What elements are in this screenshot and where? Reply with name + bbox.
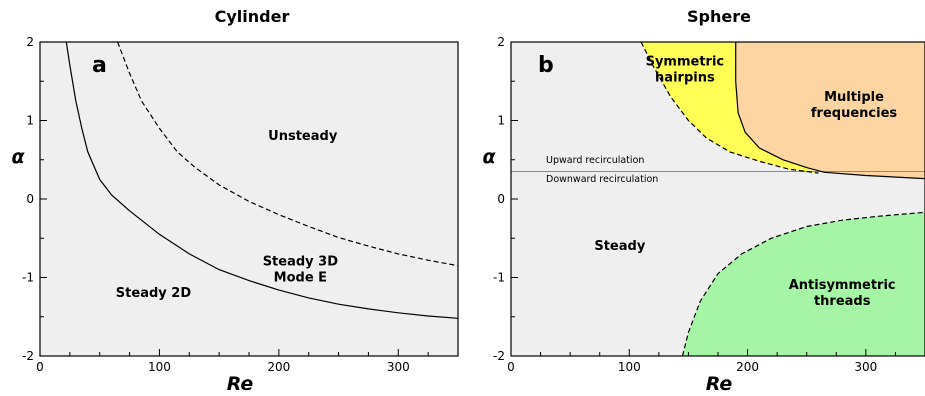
sphere-y-axis-label: α xyxy=(482,146,496,168)
region-label-multiple-frequencies: Multiple frequencies xyxy=(811,90,897,121)
region-label-steady-3d-mode-e: Steady 3D Mode E xyxy=(263,255,339,286)
cylinder-y-tick-label: 0 xyxy=(26,192,34,206)
cylinder-y-tick-label: 1 xyxy=(26,114,34,128)
cylinder-x-tick-label: 100 xyxy=(148,360,171,374)
antisymmetric-threads-region xyxy=(682,212,925,356)
multiple-frequencies-region xyxy=(735,42,925,179)
sphere-title: Sphere xyxy=(687,7,751,26)
symmetric-hairpins-region xyxy=(641,42,819,174)
cylinder-panel: Cylinder 0 100 200 300 -2 -1 0 1 2 a Unsteady St… xyxy=(11,7,459,395)
cylinder-x-tick-label: 0 xyxy=(36,360,44,374)
sphere-y-tick-label: 0 xyxy=(497,192,505,206)
cylinder-panel-letter: a xyxy=(92,53,107,78)
cylinder-x-tick-label: 200 xyxy=(267,360,290,374)
cylinder-x-tick-label: 300 xyxy=(387,360,410,374)
sphere-panel: Sphere 0 100 200 300 -2 -1 0 1 2 b Upward recirc… xyxy=(482,7,925,395)
downward-recirculation-label: Downward recirculation xyxy=(546,174,658,185)
region-label-steady: Steady xyxy=(594,239,645,254)
sphere-curves xyxy=(511,41,925,357)
sphere-dashed-boundary-curve xyxy=(640,41,819,174)
cylinder-x-axis-label: Re xyxy=(227,373,254,395)
region-label-unsteady: Unsteady xyxy=(268,129,338,144)
sphere-dashed-boundary-curve xyxy=(681,211,925,357)
cylinder-title: Cylinder xyxy=(215,7,290,26)
sphere-y-tick-label: 1 xyxy=(497,114,505,128)
cylinder-y-tick-label: -1 xyxy=(22,271,34,285)
cylinder-y-axis-label: α xyxy=(11,146,25,168)
sphere-ticks: 0 100 200 300 -2 -1 0 1 2 xyxy=(493,35,925,374)
sphere-region-fills xyxy=(641,42,925,356)
sphere-solid-boundary-curve xyxy=(735,42,925,180)
sphere-x-axis-label: Re xyxy=(706,373,733,395)
sphere-y-tick-label: -2 xyxy=(493,349,505,363)
sphere-y-tick-label: 2 xyxy=(497,35,505,49)
region-label-steady-2d: Steady 2D xyxy=(116,286,192,301)
cylinder-solid-boundary-curve xyxy=(65,41,459,319)
sphere-panel-letter: b xyxy=(538,53,554,78)
cylinder-dashed-boundary-curve xyxy=(117,41,459,267)
cylinder-ticks: 0 100 200 300 -2 -1 0 1 2 xyxy=(22,35,459,374)
upward-recirculation-label: Upward recirculation xyxy=(546,155,644,166)
region-label-symmetric-hairpins: Symmetric hairpins xyxy=(646,54,725,85)
cylinder-curves xyxy=(65,41,459,319)
cylinder-y-tick-label: -2 xyxy=(22,349,34,363)
cylinder-y-tick-label: 2 xyxy=(26,35,34,49)
region-label-antisymmetric-threads: Antisymmetric threads xyxy=(789,278,896,309)
cylinder-plot-area xyxy=(40,42,458,356)
sphere-x-tick-label: 200 xyxy=(736,360,759,374)
sphere-x-tick-label: 100 xyxy=(618,360,641,374)
sphere-x-tick-label: 0 xyxy=(507,360,515,374)
sphere-y-tick-label: -1 xyxy=(493,271,505,285)
sphere-x-tick-label: 300 xyxy=(854,360,877,374)
